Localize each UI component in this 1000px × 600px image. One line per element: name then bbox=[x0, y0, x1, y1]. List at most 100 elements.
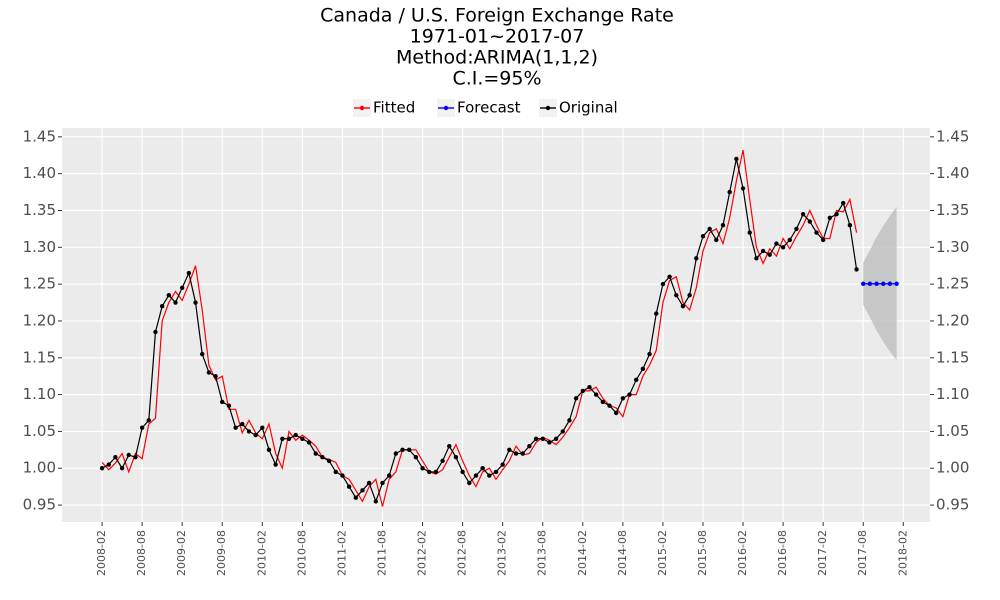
legend-label: Original bbox=[559, 99, 618, 117]
data-point bbox=[687, 292, 692, 298]
data-point bbox=[393, 451, 399, 456]
data-point bbox=[760, 248, 766, 254]
x-tick-label: 2014-02 bbox=[576, 530, 589, 576]
legend-label: Fitted bbox=[373, 99, 415, 117]
y2-tick-label: 1.45 bbox=[936, 127, 969, 145]
data-point bbox=[320, 454, 325, 460]
data-point bbox=[774, 241, 779, 246]
data-point bbox=[620, 396, 626, 401]
y2-tick-label: 1.35 bbox=[936, 201, 969, 219]
data-point bbox=[794, 226, 799, 232]
data-point bbox=[734, 156, 739, 162]
data-point bbox=[493, 469, 499, 475]
x-tick-label: 2009-08 bbox=[215, 530, 228, 576]
data-point bbox=[593, 392, 599, 397]
data-point bbox=[894, 281, 899, 286]
data-point bbox=[427, 469, 432, 475]
data-point bbox=[654, 311, 659, 316]
x-tick-label: 2010-08 bbox=[295, 530, 308, 576]
legend-label: Forecast bbox=[457, 99, 521, 117]
data-point bbox=[186, 270, 192, 276]
data-point bbox=[487, 473, 492, 478]
data-point bbox=[240, 421, 245, 427]
x-tick-label: 2016-08 bbox=[776, 530, 789, 576]
data-point bbox=[667, 274, 672, 279]
data-point bbox=[694, 256, 699, 261]
x-tick-label: 2017-02 bbox=[816, 530, 829, 576]
data-point bbox=[573, 396, 579, 401]
x-tick-label: 2010-02 bbox=[255, 530, 268, 576]
data-point bbox=[273, 462, 278, 467]
data-point bbox=[607, 403, 612, 408]
data-point bbox=[99, 466, 105, 471]
y2-tick-label: 1.05 bbox=[936, 422, 969, 440]
y-tick-label: 1.40 bbox=[23, 164, 56, 182]
data-point bbox=[126, 452, 131, 458]
data-point bbox=[527, 443, 532, 449]
y-tick-label: 1.10 bbox=[23, 385, 56, 403]
data-point bbox=[874, 281, 879, 286]
data-point bbox=[800, 211, 806, 217]
data-point bbox=[380, 480, 385, 486]
data-point bbox=[253, 432, 258, 438]
data-point bbox=[827, 215, 833, 221]
data-point bbox=[473, 473, 479, 478]
x-tick-label: 2013-08 bbox=[536, 530, 549, 576]
data-point bbox=[280, 436, 285, 441]
y2-tick-label: 1.25 bbox=[936, 275, 969, 293]
data-point bbox=[587, 385, 592, 390]
legend-swatch bbox=[359, 105, 365, 111]
data-point bbox=[113, 454, 118, 460]
data-point bbox=[540, 436, 545, 441]
y2-tick-label: 1.30 bbox=[936, 238, 969, 256]
chart-title: Canada / U.S. Foreign Exchange Rate bbox=[320, 5, 674, 27]
data-point bbox=[727, 189, 732, 195]
x-tick-label: 2015-08 bbox=[696, 530, 709, 576]
data-point bbox=[206, 370, 212, 375]
data-point bbox=[714, 237, 719, 243]
data-point bbox=[400, 447, 405, 453]
legend-swatch bbox=[545, 105, 551, 111]
data-point bbox=[627, 392, 632, 397]
x-tick-label: 2008-02 bbox=[95, 530, 108, 576]
data-point bbox=[159, 304, 165, 309]
data-point bbox=[266, 447, 272, 453]
data-point bbox=[854, 267, 859, 272]
data-point bbox=[260, 425, 265, 430]
data-point bbox=[647, 351, 652, 357]
y-tick-label: 1.45 bbox=[23, 127, 56, 145]
chart-subtitle: C.I.=95% bbox=[452, 68, 541, 90]
data-point bbox=[313, 451, 318, 456]
plot-panel bbox=[62, 128, 930, 522]
data-point bbox=[366, 480, 372, 486]
data-point bbox=[754, 256, 759, 261]
data-point bbox=[707, 226, 712, 232]
data-point bbox=[513, 451, 519, 456]
data-point bbox=[780, 245, 786, 250]
data-point bbox=[480, 466, 485, 471]
data-point bbox=[373, 499, 379, 504]
data-point bbox=[220, 399, 225, 405]
data-point bbox=[787, 237, 792, 243]
y-tick-label: 1.25 bbox=[23, 275, 56, 293]
data-point bbox=[433, 469, 439, 475]
data-point bbox=[213, 373, 218, 379]
data-point bbox=[119, 466, 125, 471]
data-point bbox=[300, 436, 305, 441]
data-point bbox=[460, 469, 465, 475]
y2-tick-label: 1.00 bbox=[936, 459, 969, 477]
data-point bbox=[807, 219, 813, 224]
y2-tick-label: 1.40 bbox=[936, 164, 969, 182]
data-point bbox=[407, 447, 412, 453]
data-point bbox=[560, 429, 565, 434]
data-point bbox=[193, 300, 198, 305]
data-point bbox=[440, 458, 445, 464]
data-point bbox=[306, 440, 312, 445]
data-point bbox=[580, 388, 585, 394]
y-tick-label: 0.95 bbox=[23, 496, 56, 514]
x-tick-label: 2018-02 bbox=[896, 530, 909, 576]
data-point bbox=[740, 186, 746, 191]
data-point bbox=[613, 410, 619, 416]
y-tick-label: 1.00 bbox=[23, 459, 56, 477]
y-tick-label: 1.05 bbox=[23, 422, 56, 440]
